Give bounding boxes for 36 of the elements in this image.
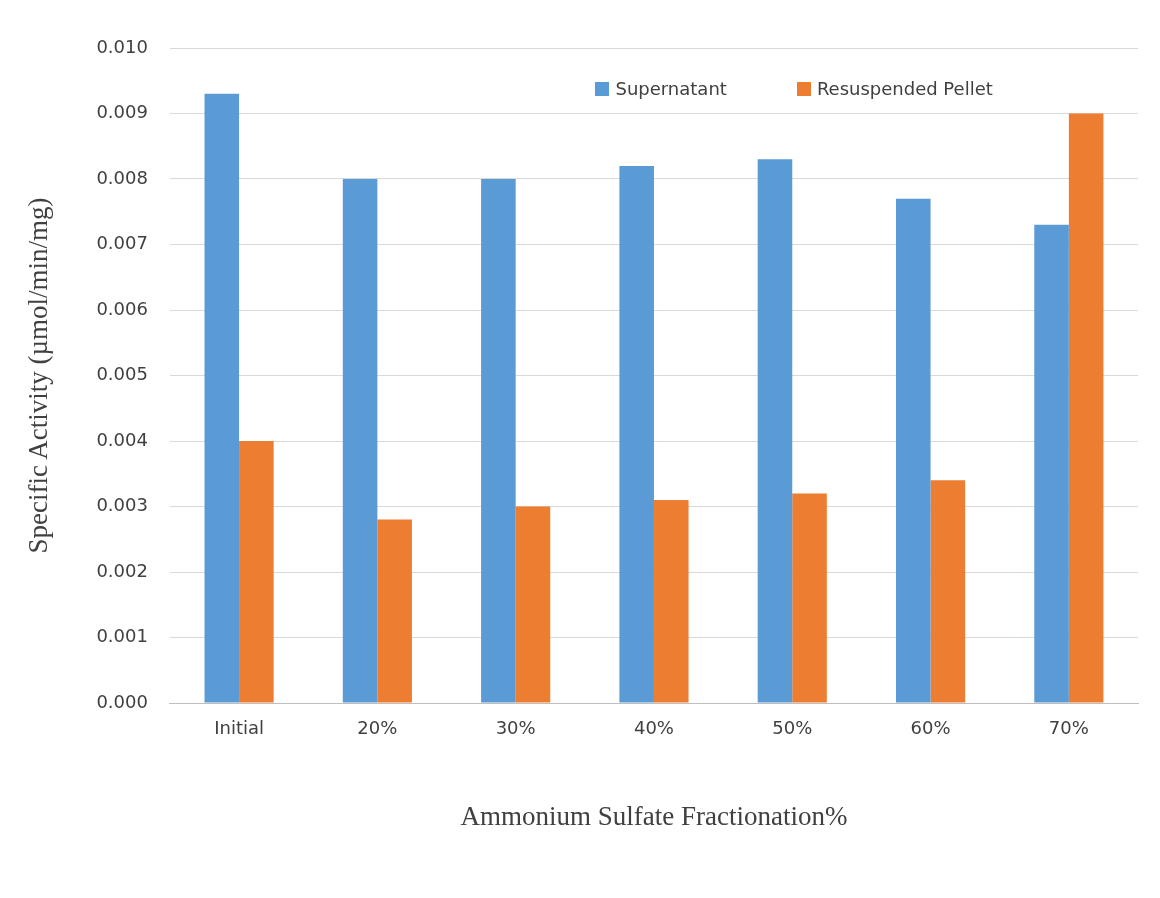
y-tick-label: 0.003	[96, 494, 148, 516]
x-tick-label: 20%	[357, 717, 398, 739]
y-tick-label: 0.000	[96, 690, 148, 712]
x-tick-label: 60%	[910, 717, 951, 739]
y-tick-label: 0.001	[96, 625, 148, 647]
bar	[653, 499, 689, 703]
y-tick-label: 0.007	[96, 232, 148, 254]
bar	[515, 506, 551, 703]
bar	[619, 165, 654, 703]
bar	[930, 480, 966, 703]
x-tick-label: 40%	[633, 717, 674, 739]
bar	[1068, 113, 1104, 703]
bar	[342, 179, 378, 703]
y-tick-label: 0.004	[96, 428, 148, 450]
y-tick-label: 0.009	[96, 101, 148, 123]
y-axis-title: Specific Activity (µmol/min/mg)	[23, 197, 54, 554]
bar	[377, 519, 412, 703]
bar	[895, 198, 931, 703]
x-axis-title: Ammonium Sulfate Fractionation%	[460, 800, 848, 831]
bar	[204, 93, 240, 703]
y-tick-label: 0.008	[96, 166, 148, 188]
x-tick-label: Initial	[214, 717, 264, 739]
bar	[757, 159, 793, 703]
x-tick-label: 30%	[495, 717, 536, 739]
x-tick-label: 50%	[772, 717, 813, 739]
y-tick-label: 0.006	[96, 297, 148, 319]
y-tick-label: 0.010	[96, 35, 148, 57]
bar	[481, 179, 516, 703]
legend-label: Supernatant	[615, 78, 727, 99]
y-tick-label: 0.002	[96, 559, 148, 581]
x-tick-label: 70%	[1048, 717, 1089, 739]
bar	[239, 441, 274, 703]
bar	[1034, 224, 1069, 703]
y-tick-label: 0.005	[96, 363, 148, 385]
legend-label: Resuspended Pellet	[816, 78, 993, 99]
bar	[792, 493, 827, 703]
